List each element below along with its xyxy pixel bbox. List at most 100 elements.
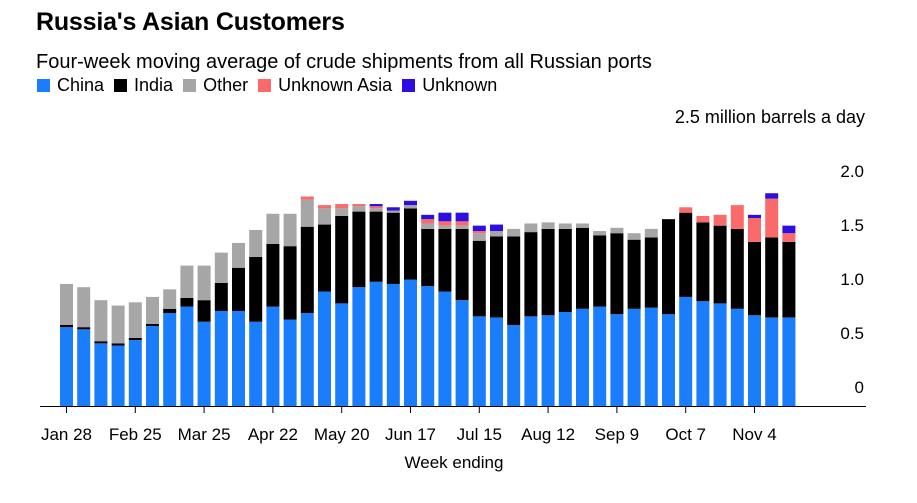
x-tick-label-4: Feb 25	[109, 425, 162, 444]
bar-india-33	[627, 239, 641, 309]
bar-other-25	[490, 231, 503, 237]
y-unit-label: 2.5 million barrels a day	[675, 107, 865, 127]
bar-unknown-19	[386, 207, 400, 211]
bar-other-32	[610, 227, 624, 234]
bar-unknown-40	[748, 214, 761, 219]
bar-india-25	[490, 236, 503, 318]
y-tick-label-3: 1.5	[840, 216, 864, 235]
bar-india-14	[300, 226, 314, 314]
bar-india-40	[748, 241, 761, 316]
bar-other-24	[472, 233, 486, 241]
legend-item-unknown: Unknown	[402, 75, 497, 96]
bar-india-28	[541, 228, 555, 316]
x-tick-label-40: Nov 4	[732, 425, 776, 444]
chart-subtitle: Four-week moving average of crude shipme…	[36, 51, 652, 73]
bar-china-11	[249, 321, 263, 406]
bar-china-9	[214, 310, 228, 406]
bar-india-18	[369, 211, 383, 282]
bar-other-5	[146, 296, 159, 324]
bar-unknown-asia-41	[765, 198, 779, 238]
bar-china-42	[782, 317, 796, 406]
bar-unknown-asia-18	[369, 206, 383, 209]
bar-other-14	[300, 199, 314, 227]
bar-other-20	[404, 205, 417, 209]
bar-unknown-asia-17	[352, 204, 366, 207]
bar-china-19	[386, 283, 400, 406]
x-tick-label-36: Oct 7	[665, 425, 706, 444]
bar-india-0	[60, 325, 73, 328]
bar-india-21	[421, 228, 435, 287]
legend-label-india: India	[134, 75, 174, 95]
bar-unknown-asia-14	[300, 196, 314, 200]
bar-china-35	[662, 314, 675, 406]
bar-other-15	[318, 208, 331, 225]
bar-china-4	[128, 340, 142, 406]
bar-india-24	[472, 240, 486, 317]
legend-item-china: China	[37, 75, 104, 96]
bar-china-6	[163, 313, 177, 406]
bar-india-37	[696, 222, 710, 302]
bar-other-34	[644, 228, 658, 238]
bar-india-17	[352, 211, 366, 288]
bar-china-13	[283, 319, 297, 406]
bar-other-23	[455, 225, 469, 229]
bar-unknown-asia-40	[748, 218, 761, 242]
bar-other-19	[386, 210, 400, 213]
bar-other-6	[163, 289, 177, 309]
legend-swatch-india	[114, 79, 128, 92]
y-ticks-group: 0 0.5 1.0 1.5 2.0	[840, 162, 864, 397]
bar-other-2	[94, 300, 108, 342]
bar-india-9	[214, 282, 228, 311]
bar-china-36	[679, 296, 693, 406]
bar-unknown-41	[765, 193, 779, 199]
bar-china-41	[765, 317, 779, 406]
x-tick-label-32: Sep 9	[595, 425, 639, 444]
legend-swatch-other	[183, 79, 197, 92]
bar-unknown-asia-21	[421, 219, 435, 224]
bar-other-33	[627, 233, 641, 240]
y-tick-label-0: 0	[855, 378, 864, 397]
bar-india-11	[249, 256, 263, 322]
bar-india-4	[128, 337, 142, 341]
bar-china-39	[730, 308, 744, 406]
bar-unknown-asia-42	[782, 233, 796, 242]
bar-china-1	[77, 329, 91, 406]
bar-other-4	[128, 302, 142, 338]
bar-unknown-24	[472, 225, 486, 232]
bar-india-3	[111, 343, 125, 346]
x-axis-title: Week ending	[405, 453, 504, 472]
bar-china-21	[421, 286, 435, 406]
bar-unknown-asia-16	[335, 204, 349, 209]
bar-india-27	[524, 232, 538, 317]
legend-item-other: Other	[183, 75, 248, 96]
y-tick-label-2: 1.0	[840, 270, 864, 289]
x-tick-label-16: May 20	[314, 425, 370, 444]
bar-unknown-asia-15	[318, 205, 331, 209]
bar-china-27	[524, 316, 538, 406]
bar-unknown-25	[490, 224, 503, 232]
bar-india-12	[266, 244, 280, 307]
bar-china-16	[335, 303, 349, 406]
bar-other-21	[421, 223, 435, 229]
bar-india-35	[662, 219, 675, 315]
bar-other-1	[77, 287, 91, 328]
bar-india-36	[679, 212, 693, 297]
bars-group	[60, 193, 796, 406]
legend-swatch-china	[37, 79, 50, 92]
bar-other-26	[507, 228, 521, 237]
bar-india-39	[730, 228, 744, 309]
bar-unknown-asia-38	[713, 214, 727, 226]
bar-china-31	[593, 306, 607, 406]
bar-india-8	[197, 300, 211, 322]
bar-other-13	[283, 213, 297, 247]
bar-other-18	[369, 208, 383, 212]
bar-china-10	[232, 310, 245, 406]
bar-china-24	[472, 316, 486, 406]
chart-title: Russia's Asian Customers	[36, 8, 345, 36]
x-tick-label-20: Jun 17	[385, 425, 436, 444]
bar-china-23	[455, 300, 469, 406]
bar-other-10	[232, 242, 245, 268]
bar-india-29	[558, 228, 572, 313]
bar-unknown-asia-24	[472, 231, 486, 234]
